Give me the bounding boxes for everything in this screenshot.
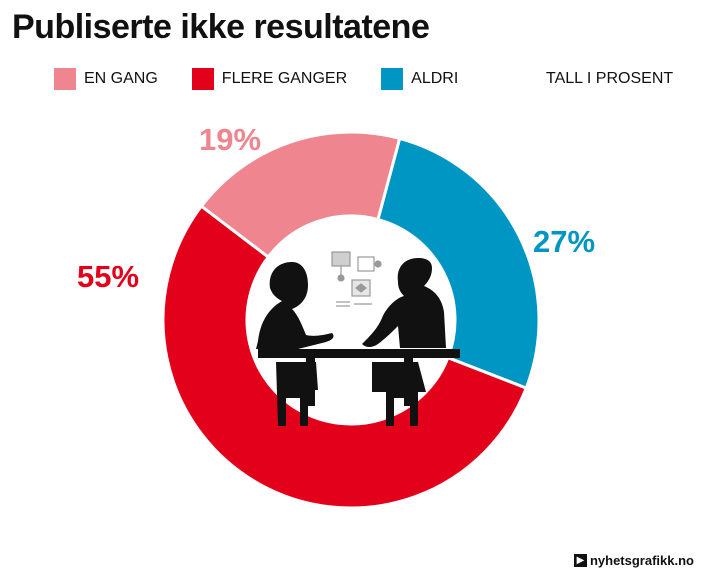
slice-label-flere-ganger: 55% [77, 259, 139, 294]
slice-en-gang [199, 130, 402, 260]
brand-logo-icon: ▶ [573, 554, 587, 567]
legend-item-aldri: ALDRI [381, 68, 458, 90]
meeting-illustration-icon [256, 251, 460, 426]
legend-item-flere-ganger: FLERE GANGER [191, 68, 348, 90]
legend: EN GANG FLERE GANGER ALDRI [54, 66, 492, 92]
slice-flere-ganger [161, 204, 529, 510]
donut-chart: 27% 55% 19% [77, 122, 595, 510]
chart-title: Publiserte ikke resultatene [12, 8, 430, 46]
legend-swatch-aldri [381, 68, 404, 90]
legend-swatch-flere-ganger [191, 68, 214, 90]
legend-label-aldri: ALDRI [411, 70, 459, 87]
slice-label-en-gang: 19% [199, 122, 261, 157]
slice-label-aldri: 27% [533, 224, 595, 259]
legend-swatch-en-gang [54, 68, 76, 90]
legend-item-en-gang: EN GANG [54, 68, 158, 90]
units-label: TALL I PROSENT [546, 70, 674, 87]
legend-label-en-gang: EN GANG [84, 70, 158, 87]
brand: ▶ nyhetsgrafikk.no [573, 553, 694, 568]
brand-label: nyhetsgrafikk.no [589, 553, 694, 568]
slice-aldri [376, 136, 541, 391]
legend-label-flere-ganger: FLERE GANGER [221, 70, 348, 87]
